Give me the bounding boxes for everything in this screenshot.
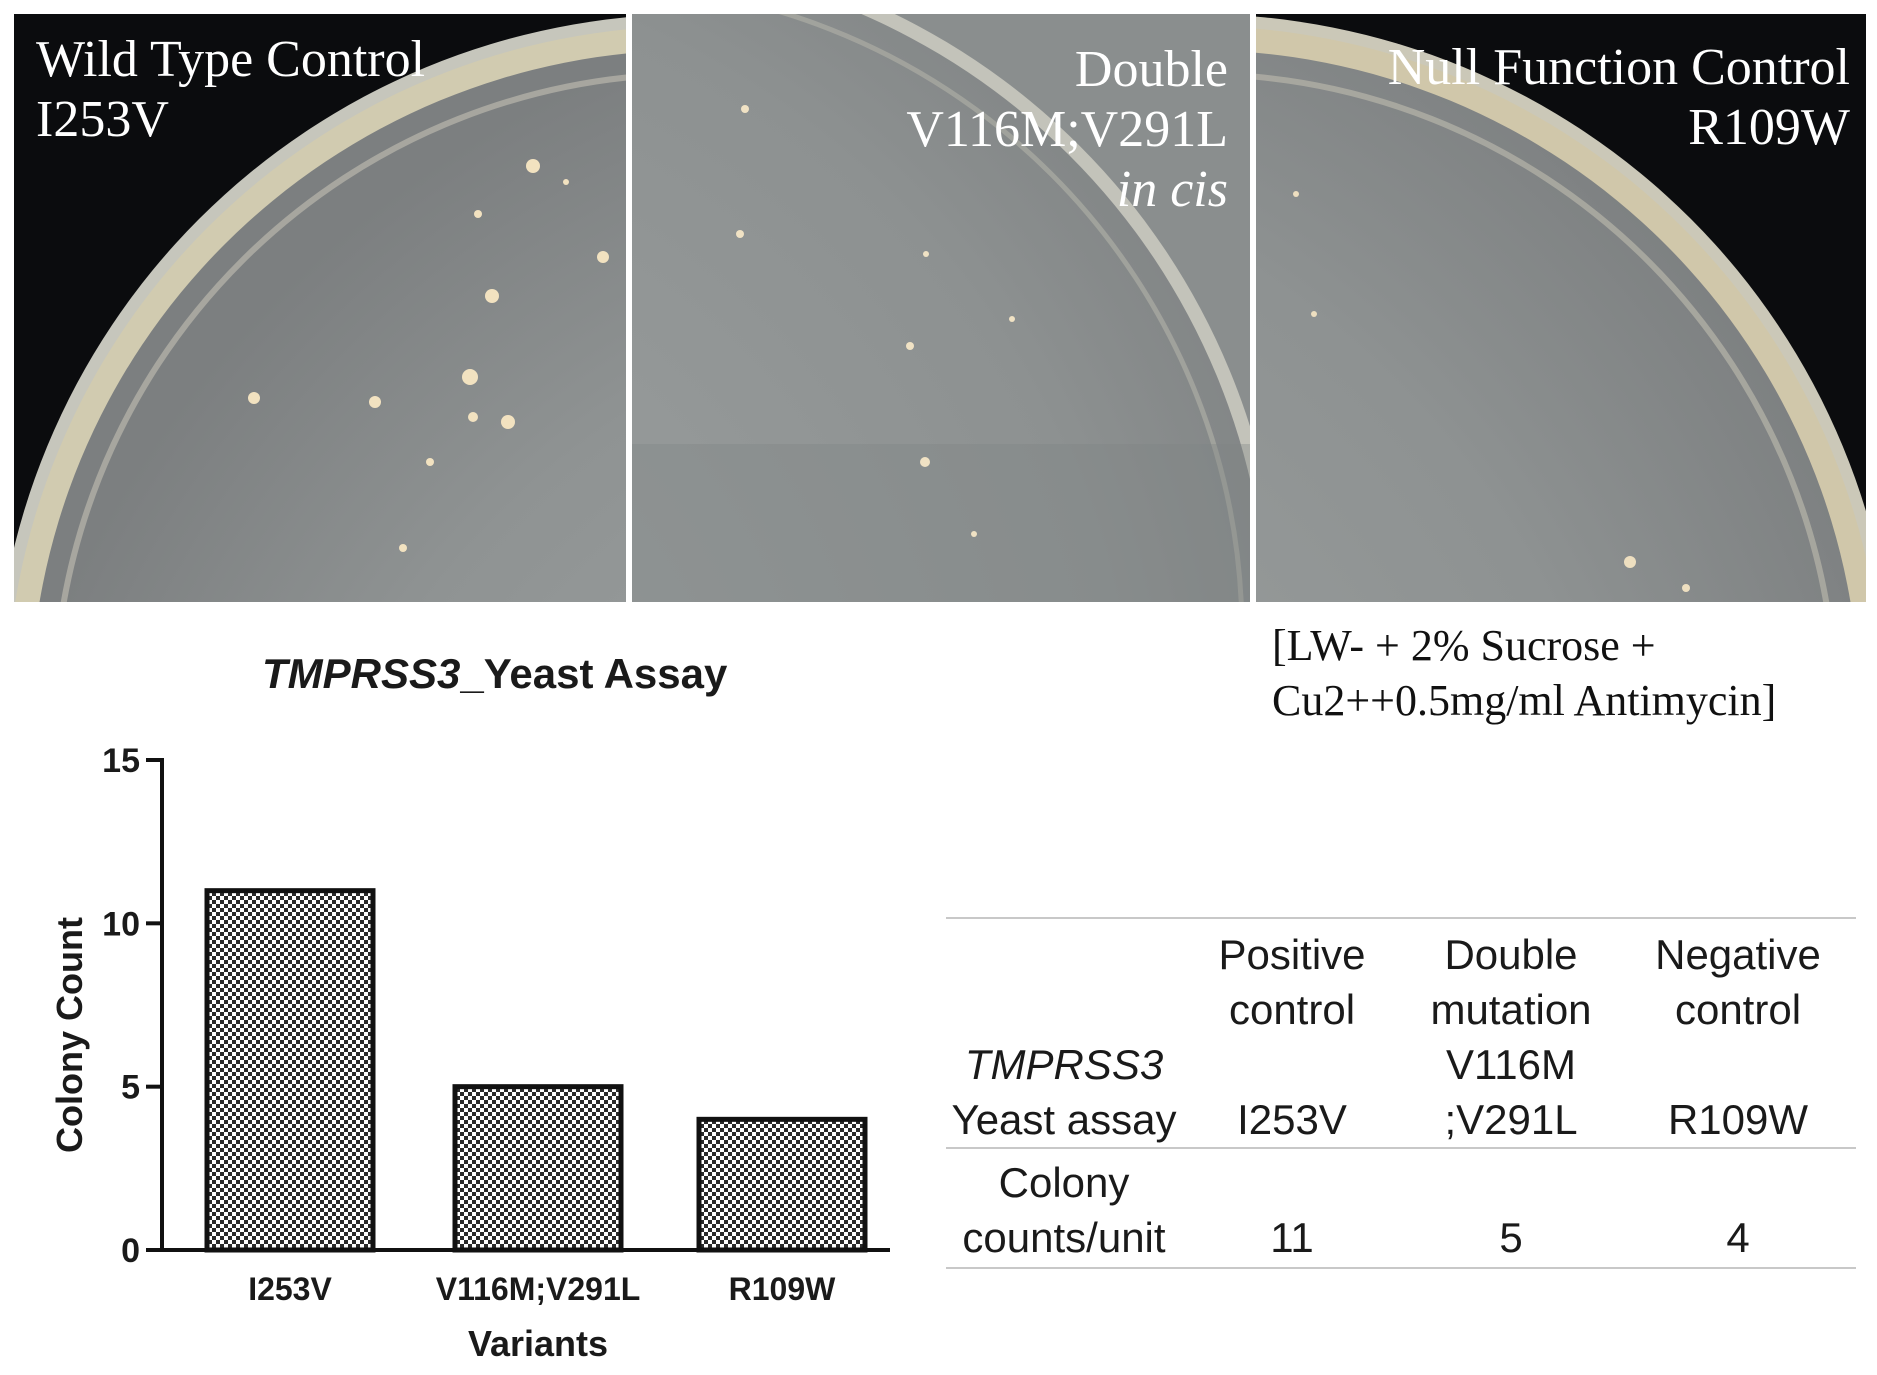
header-line: mutation <box>1430 986 1592 1033</box>
count-label-line: counts/unit <box>962 1214 1166 1261</box>
header-line: Positive <box>1218 931 1366 978</box>
plate-variant: R109W <box>1688 99 1850 156</box>
chart-bars <box>204 888 868 1253</box>
header-line: R109W <box>1667 1096 1809 1143</box>
x-tick-label: I253V <box>248 1271 332 1307</box>
plate-label-double: Double V116M;V291L in cis <box>906 40 1228 220</box>
chart-title-gene: TMPRSS3 <box>262 650 461 697</box>
table-col-negative: Negative control R109W <box>1620 918 1856 1148</box>
table-col-positive: Positive control I253V <box>1182 918 1402 1148</box>
plate-photo-wild-type: Wild Type Control I253V <box>14 14 626 602</box>
plate-title: Null Function Control <box>1387 39 1850 96</box>
chart-title-suffix: _Yeast Assay <box>460 650 728 697</box>
bar-i253v <box>204 888 376 1253</box>
colonies-double <box>736 105 1015 537</box>
header-line: control <box>1674 986 1802 1033</box>
header-line: Negative <box>1655 931 1821 978</box>
plate-variant: V116M;V291L <box>906 101 1228 158</box>
header-line <box>1620 1037 1856 1092</box>
table-row-counts: Colony counts/unit 11 5 4 <box>946 1148 1856 1268</box>
table-header-row: TMPRSS3 Yeast assay Positive control I25… <box>946 918 1856 1148</box>
y-tick-label: 0 <box>121 1232 140 1270</box>
header-line <box>1182 1037 1402 1092</box>
bar-v116m-v291l <box>452 1084 624 1253</box>
header-line: Double <box>1444 931 1578 978</box>
y-tick-label: 10 <box>102 905 140 943</box>
x-tick-label: V116M;V291L <box>436 1271 641 1307</box>
y-tick-label: 15 <box>102 742 140 780</box>
table-row-header: TMPRSS3 Yeast assay <box>946 918 1182 1148</box>
table-assay-label: Yeast assay <box>951 1096 1177 1143</box>
plate-label-wild-type: Wild Type Control I253V <box>36 30 425 150</box>
header-line: ;V291L <box>1444 1096 1578 1143</box>
table-count-positive: 11 <box>1270 1214 1314 1261</box>
chart-title: TMPRSS3_Yeast Assay <box>262 650 727 698</box>
plate-label-null: Null Function Control R109W <box>1388 38 1850 158</box>
plate-title: Wild Type Control <box>36 31 426 88</box>
plate-note: in cis <box>1116 161 1228 218</box>
medium-line-2: Cu2++0.5mg/ml Antimycin] <box>1272 676 1777 725</box>
medium-caption: [LW- + 2% Sucrose + Cu2++0.5mg/ml Antimy… <box>1272 618 1776 728</box>
medium-line-1: [LW- + 2% Sucrose + <box>1272 621 1656 670</box>
colonies-null <box>1293 191 1690 592</box>
plate-photo-double: Double V116M;V291L in cis <box>632 14 1250 602</box>
bar-chart: 0 5 10 15 I253V V116M;V291L R109W Variants Colon… <box>49 742 890 1364</box>
header-line: control <box>1228 986 1356 1033</box>
colonies-wild-type <box>248 159 609 552</box>
agar-plate-wild-type <box>14 17 626 602</box>
x-tick-label: R109W <box>729 1271 837 1307</box>
count-label-line: Colony <box>998 1159 1130 1206</box>
plate-photo-null: Null Function Control R109W <box>1256 14 1866 602</box>
table-col-double: Double mutation V116M ;V291L <box>1402 918 1620 1148</box>
y-axis-title: Colony Count <box>49 917 90 1153</box>
summary-table: TMPRSS3 Yeast assay Positive control I25… <box>946 917 1856 1269</box>
agar-plate-double <box>632 14 1250 602</box>
table-count-double: 5 <box>1499 1214 1523 1261</box>
y-tick-label: 5 <box>121 1069 140 1107</box>
plate-photos: Wild Type Control I253V <box>14 14 1866 602</box>
plate-variant: I253V <box>36 91 169 148</box>
header-line: I253V <box>1237 1096 1347 1143</box>
chart-labels: 0 5 10 15 I253V V116M;V291L R109W Variants Colon… <box>49 742 836 1364</box>
x-axis-title: Variants <box>468 1323 608 1364</box>
plate-title: Double <box>1074 41 1228 98</box>
table-gene: TMPRSS3 <box>964 1041 1164 1088</box>
table-count-negative: 4 <box>1726 1214 1750 1261</box>
agar-plate-null <box>1256 16 1866 602</box>
header-line: V116M <box>1446 1041 1576 1088</box>
table-count-label: Colony counts/unit <box>946 1148 1182 1268</box>
bar-r109w <box>696 1116 868 1253</box>
